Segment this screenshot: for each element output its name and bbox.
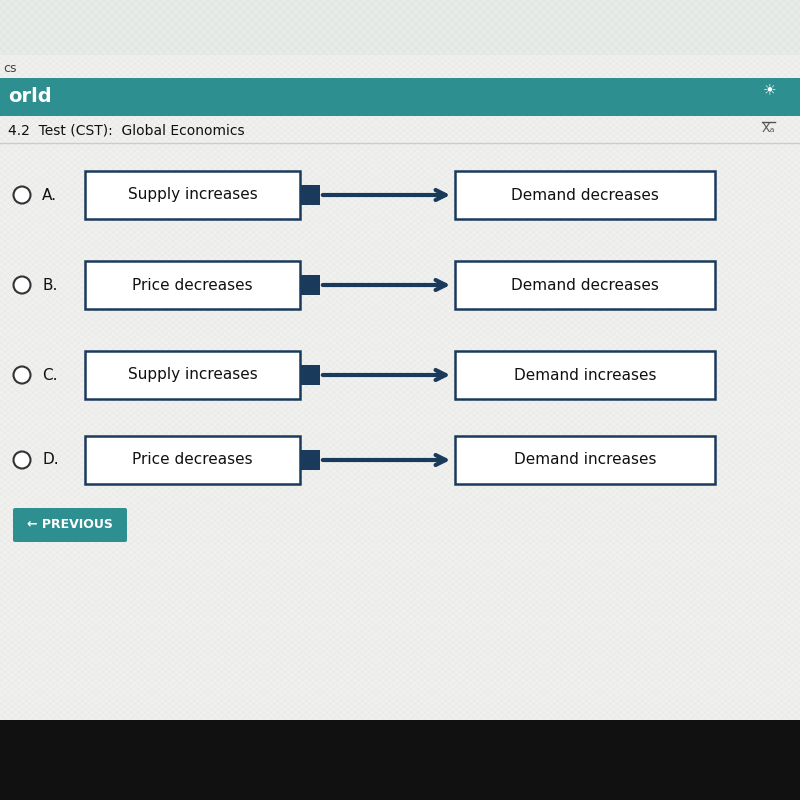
Bar <box>0 78 800 116</box>
Bar <box>300 365 320 385</box>
Text: ☀: ☀ <box>763 82 777 98</box>
Text: D.: D. <box>42 453 58 467</box>
FancyBboxPatch shape <box>455 351 715 399</box>
Text: orld: orld <box>8 87 52 106</box>
Text: A.: A. <box>42 187 57 202</box>
FancyBboxPatch shape <box>455 261 715 309</box>
Circle shape <box>14 366 30 383</box>
Bar <box>300 185 320 205</box>
FancyBboxPatch shape <box>455 171 715 219</box>
FancyBboxPatch shape <box>85 436 300 484</box>
Circle shape <box>14 277 30 294</box>
Text: Price decreases: Price decreases <box>132 453 253 467</box>
Text: ← PREVIOUS: ← PREVIOUS <box>27 518 113 531</box>
Text: cs: cs <box>3 62 17 74</box>
Bar <box>300 450 320 470</box>
Text: Demand decreases: Demand decreases <box>511 278 659 293</box>
FancyBboxPatch shape <box>85 171 300 219</box>
Text: Supply increases: Supply increases <box>128 367 258 382</box>
Text: Demand increases: Demand increases <box>514 453 656 467</box>
FancyBboxPatch shape <box>85 351 300 399</box>
Circle shape <box>14 451 30 469</box>
Bar <box>0 720 800 800</box>
Text: Supply increases: Supply increases <box>128 187 258 202</box>
FancyBboxPatch shape <box>13 508 127 542</box>
FancyBboxPatch shape <box>455 436 715 484</box>
Text: 4.2  Test (CST):  Global Economics: 4.2 Test (CST): Global Economics <box>8 123 245 137</box>
FancyBboxPatch shape <box>85 261 300 309</box>
Text: Demand decreases: Demand decreases <box>511 187 659 202</box>
Text: Demand increases: Demand increases <box>514 367 656 382</box>
Text: C.: C. <box>42 367 58 382</box>
Text: Price decreases: Price decreases <box>132 278 253 293</box>
Bar <box>0 55 800 720</box>
Bar <box>300 275 320 295</box>
Text: B.: B. <box>42 278 58 293</box>
Circle shape <box>14 186 30 203</box>
Text: Xₐ: Xₐ <box>762 122 775 134</box>
